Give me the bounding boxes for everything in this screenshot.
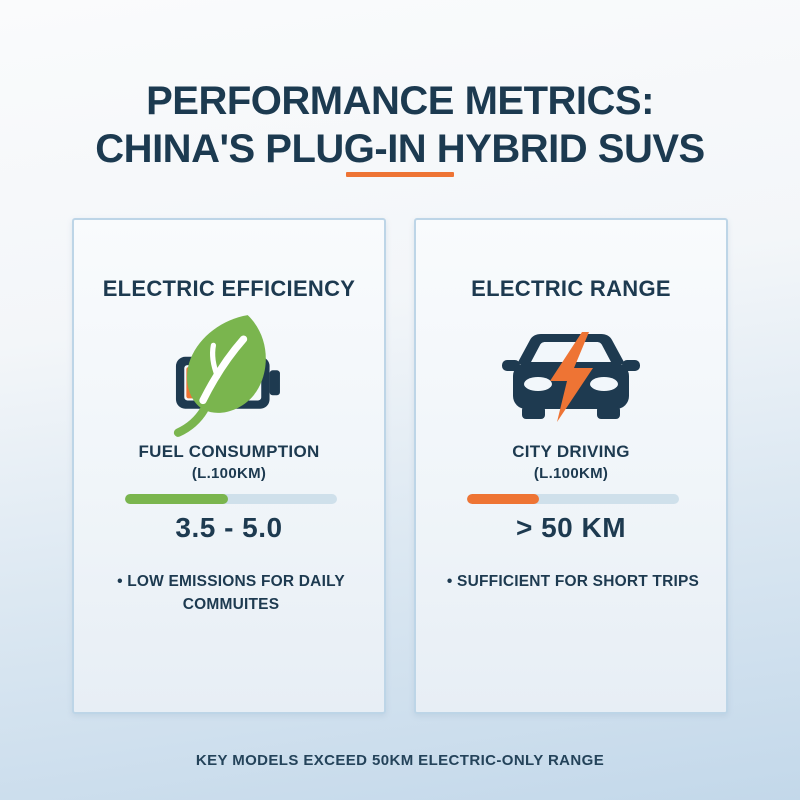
metric-value: 3.5 - 5.0 xyxy=(175,512,283,543)
footer-note: KEY MODELS EXCEED 50KM ELECTRIC-ONLY RAN… xyxy=(195,752,605,769)
fuel-consumption-progress-bar xyxy=(125,494,337,504)
card-bullet-note: • SUFFICIENT FOR SHORT TRIPS xyxy=(446,573,700,590)
progress-bar-fill xyxy=(125,494,228,504)
card-electric-range: ELECTRIC RANGE xyxy=(414,218,728,714)
metric-unit: (L.100KM) xyxy=(533,465,609,482)
title-accent-divider xyxy=(346,172,454,177)
page-title-line1: PERFORMANCE METRICS: xyxy=(146,78,654,123)
progress-bar-fill xyxy=(467,494,540,504)
card-electric-efficiency: ELECTRIC EFFICIENCY xyxy=(72,218,386,714)
car-lightning-icon xyxy=(496,326,646,431)
metric-value: > 50 KM xyxy=(515,512,627,543)
card-icon-area xyxy=(416,308,726,448)
metric-unit: (L.100KM) xyxy=(191,465,267,482)
card-bullet-note: • LOW EMISSIONS FOR DAILY COMMUITES xyxy=(117,573,345,613)
battery-leaf-icon xyxy=(150,311,308,446)
metric-label: FUEL CONSUMPTION xyxy=(138,442,320,461)
city-driving-progress-bar xyxy=(467,494,679,504)
card-heading: ELECTRIC RANGE xyxy=(471,276,671,302)
card-icon-area xyxy=(74,308,384,448)
card-heading: ELECTRIC EFFICIENCY xyxy=(102,276,356,302)
page-title-line2: CHINA'S PLUG-IN HYBRID SUVS xyxy=(95,126,705,171)
page-title: PERFORMANCE METRICS: CHINA'S PLUG-IN HYB… xyxy=(0,77,800,173)
metric-cards-row: ELECTRIC EFFICIENCY xyxy=(0,218,800,714)
metric-label: CITY DRIVING xyxy=(512,442,630,461)
